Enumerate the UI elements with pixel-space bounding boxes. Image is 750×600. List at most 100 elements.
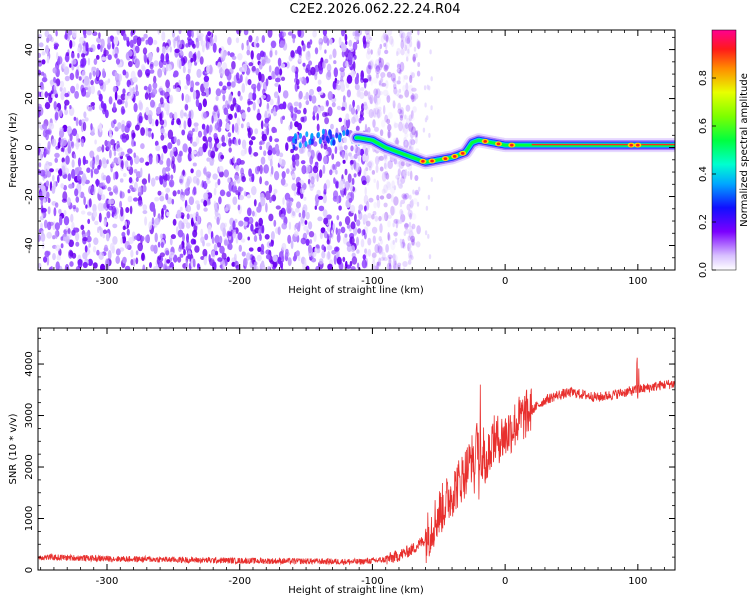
- noise-speck: [322, 164, 326, 174]
- noise-speck: [128, 92, 134, 100]
- noise-speck: [294, 153, 300, 161]
- noise-speck: [58, 208, 62, 215]
- noise-speck: [339, 67, 345, 72]
- noise-speck: [227, 51, 231, 56]
- noise-speck: [360, 87, 365, 92]
- noise-speck: [308, 231, 315, 238]
- noise-speck: [260, 73, 265, 83]
- noise-speck: [308, 145, 312, 154]
- noise-speck: [383, 105, 386, 115]
- noise-speck: [403, 75, 409, 80]
- noise-speck: [148, 221, 152, 231]
- noise-speck: [366, 74, 372, 81]
- noise-speck: [392, 259, 397, 269]
- noise-speck: [291, 183, 297, 191]
- noise-speck: [149, 201, 156, 212]
- noise-speck: [137, 186, 143, 196]
- noise-speck: [221, 134, 225, 143]
- noise-speck: [203, 75, 210, 83]
- noise-speck: [71, 141, 75, 149]
- noise-speck: [329, 38, 333, 45]
- noise-speck: [44, 102, 51, 110]
- noise-speck: [192, 53, 197, 62]
- noise-speck: [222, 51, 226, 61]
- noise-speck: [125, 207, 130, 213]
- noise-speck: [313, 233, 317, 242]
- noise-speck: [54, 222, 61, 231]
- noise-speck: [151, 132, 154, 140]
- spectrogram-x-tick-label: 0: [502, 276, 508, 287]
- noise-speck: [277, 256, 282, 265]
- noise-speck: [92, 105, 95, 110]
- noise-speck: [165, 166, 171, 172]
- noise-speck: [409, 71, 413, 80]
- noise-speck: [339, 80, 345, 88]
- noise-speck: [135, 124, 140, 131]
- noise-speck: [373, 178, 377, 183]
- noise-speck: [98, 32, 101, 39]
- noise-speck: [305, 238, 310, 246]
- noise-speck: [192, 187, 197, 193]
- noise-speck: [413, 93, 419, 100]
- noise-speck: [100, 100, 104, 109]
- noise-speck: [237, 232, 243, 241]
- noise-speck: [354, 30, 360, 38]
- noise-speck: [56, 254, 61, 261]
- noise-speck: [351, 177, 355, 186]
- noise-speck: [98, 93, 103, 102]
- noise-speck: [195, 169, 202, 178]
- colorbar-tick-label: 0.0: [698, 262, 709, 278]
- noise-speck: [114, 71, 118, 78]
- noise-speck: [368, 60, 374, 70]
- noise-speck: [374, 59, 380, 69]
- noise-speck: [282, 115, 285, 121]
- noise-speck: [153, 39, 158, 45]
- noise-speck: [409, 138, 413, 149]
- noise-speck: [335, 181, 339, 189]
- noise-speck: [406, 37, 411, 45]
- noise-speck: [406, 56, 409, 62]
- noise-speck: [370, 77, 374, 86]
- noise-speck: [108, 199, 115, 205]
- noise-speck: [235, 37, 240, 44]
- snr-y-tick-label: 0: [24, 567, 35, 573]
- noise-speck: [314, 194, 320, 204]
- noise-speck: [154, 232, 158, 243]
- noise-speck: [348, 197, 353, 203]
- noise-speck: [246, 121, 250, 129]
- noise-speck: [174, 36, 179, 42]
- noise-speck: [115, 58, 121, 65]
- noise-speck: [255, 221, 259, 227]
- noise-speck: [78, 187, 81, 198]
- noise-speck: [120, 237, 123, 245]
- noise-speck: [232, 156, 235, 164]
- noise-speck: [295, 159, 300, 167]
- noise-speck: [172, 218, 177, 226]
- noise-speck: [343, 136, 348, 144]
- noise-speck: [270, 40, 277, 49]
- noise-speck: [185, 260, 188, 269]
- noise-speck: [70, 85, 76, 94]
- noise-speck: [290, 50, 295, 58]
- noise-speck: [202, 98, 207, 108]
- noise-speck: [162, 60, 167, 66]
- track-hotspot-core: [629, 143, 633, 147]
- noise-speck: [164, 102, 169, 112]
- noise-speck: [282, 31, 287, 37]
- noise-speck: [80, 224, 85, 230]
- noise-speck: [253, 152, 259, 157]
- noise-speck: [410, 203, 413, 209]
- noise-speck: [59, 86, 63, 92]
- noise-speck: [326, 252, 332, 261]
- noise-speck: [372, 119, 376, 128]
- noise-speck: [161, 145, 167, 150]
- noise-speck: [121, 108, 126, 114]
- noise-speck: [333, 67, 338, 78]
- snr-x-tick-label: 0: [502, 576, 508, 587]
- noise-speck: [256, 82, 261, 92]
- noise-speck: [129, 205, 133, 215]
- noise-speck: [378, 236, 382, 242]
- noise-speck: [404, 114, 407, 120]
- noise-speck: [60, 183, 65, 189]
